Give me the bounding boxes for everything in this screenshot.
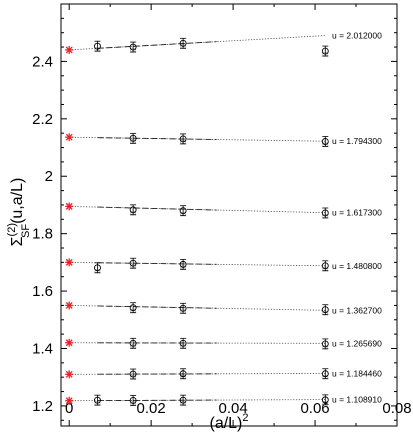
data-point-circle [179, 304, 187, 312]
series-5: u = 1.617300 [65, 202, 382, 219]
data-point-circle [179, 207, 187, 215]
y-tick-label: 2.2 [32, 111, 53, 128]
continuum-star-diag-b [65, 258, 73, 266]
series-u-label: u = 1.362700 [332, 305, 382, 315]
data-point-circle [94, 42, 101, 50]
series-0: u = 1.108910 [65, 394, 382, 406]
data-point-circle [321, 47, 329, 55]
data-point-circle [129, 43, 137, 51]
y-tick-label: 1.2 [32, 398, 53, 415]
continuum-star-diag-b [65, 46, 73, 54]
data-point-circle [94, 264, 101, 272]
data-point-circle [129, 304, 137, 312]
x-tick-label: 0 [65, 400, 73, 417]
series-7: u = 2.012000 [65, 31, 382, 57]
series-6: u = 1.794300 [65, 132, 382, 147]
data-point-circle [179, 39, 187, 47]
y-axis-title-symbol: Σ [9, 236, 26, 246]
series-3: u = 1.362700 [65, 301, 382, 315]
axis-ticks: 0 0.02 0.04 0.06 0.08 1.2 1.4 1.6 1.8 2 2.2 2.4 [32, 4, 412, 426]
data-point-circle [321, 209, 329, 217]
x-tick-label: 0.06 [300, 400, 329, 417]
plot-frame [60, 3, 398, 427]
x-tick-label: 0.02 [137, 400, 166, 417]
fit-line-dashed [97, 399, 217, 402]
data-point-circle [129, 370, 137, 378]
data-point-circle [321, 396, 329, 404]
y-tick-label: 2.4 [32, 53, 53, 70]
data-point-circle [129, 134, 137, 142]
continuum-star-diag-b [65, 301, 73, 309]
data-point-circle [129, 206, 137, 214]
data-point-circle [321, 138, 329, 145]
y-axis-title: Σ(2) SF(u,a/L) [6, 178, 32, 247]
data-point-circle [179, 339, 187, 347]
y-tick-label: 1.8 [32, 226, 53, 243]
series-layer: u = 1.108910 u = 1.184460 u = 1.265690 u = … [65, 31, 382, 406]
fit-line-dashed [97, 137, 217, 140]
fit-line-dashed [97, 206, 217, 211]
x-axis-title-main: (a/L) [209, 415, 242, 432]
continuum-star-diag-b [65, 397, 73, 405]
data-point-circle [179, 135, 187, 143]
series-1: u = 1.184460 [65, 368, 382, 380]
continuum-star-diag-b [65, 339, 73, 347]
series-4: u = 1.480800 [65, 257, 382, 274]
fit-line-dashed [97, 41, 217, 49]
y-tick-label: 1.4 [32, 340, 53, 357]
data-point-circle [94, 396, 101, 404]
x-tick-label: 0.04 [218, 400, 247, 417]
series-u-label: u = 2.012000 [332, 31, 382, 41]
continuum-star-diag-b [65, 202, 73, 210]
continuum-star-diag-b [65, 370, 73, 378]
series-u-label: u = 1.794300 [332, 136, 382, 146]
y-axis-title-args: (u,a/L) [9, 178, 26, 224]
series-u-label: u = 1.617300 [332, 208, 382, 218]
data-point-circle [321, 262, 329, 270]
data-point-circle [179, 370, 187, 378]
data-point-circle [129, 339, 137, 347]
data-point-circle [321, 340, 329, 348]
data-point-circle [129, 259, 137, 267]
x-tick-label: 0.08 [382, 400, 411, 417]
data-point-circle [321, 370, 329, 378]
series-u-label: u = 1.265690 [332, 338, 382, 348]
y-axis-title-subscript: SF [20, 224, 32, 238]
fit-line-dashed [97, 262, 217, 265]
series-u-label: u = 1.480800 [332, 261, 382, 271]
continuum-star-diag-b [65, 133, 73, 141]
series-2: u = 1.265690 [65, 337, 382, 350]
x-axis-title-exponent: 2 [242, 412, 248, 424]
series-u-label: u = 1.184460 [332, 368, 382, 378]
y-tick-label: 1.6 [32, 283, 53, 300]
data-point-circle [321, 306, 329, 314]
data-point-circle [179, 260, 187, 268]
x-axis-title: (a/L)2 [209, 412, 248, 432]
y-axis-title-superscript: (2) [6, 223, 18, 236]
series-u-label: u = 1.108910 [332, 395, 382, 405]
data-point-circle [129, 397, 137, 404]
data-point-circle [179, 396, 187, 404]
fit-line-dashed [97, 305, 217, 309]
y-tick-label: 2 [45, 168, 53, 185]
